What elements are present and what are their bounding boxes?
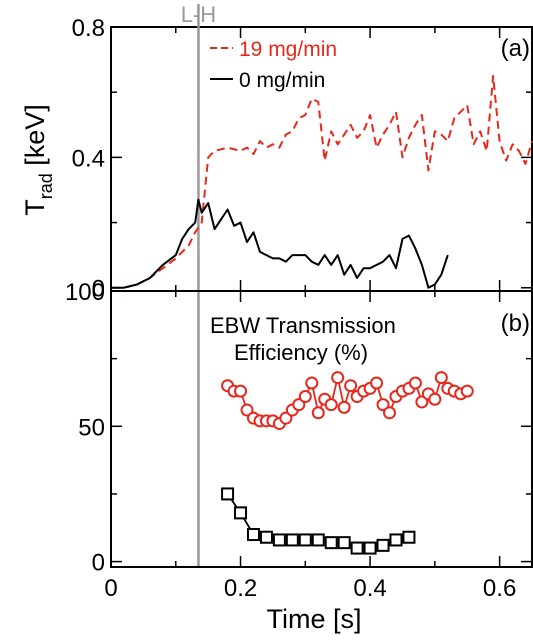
efficiency-point-0mg bbox=[234, 506, 248, 520]
panel-b-ytick-label: 50 bbox=[78, 414, 105, 441]
efficiency-point-19mg bbox=[234, 384, 248, 398]
efficiency-point-0mg bbox=[272, 533, 286, 547]
panel-b-label: (b) bbox=[501, 310, 530, 337]
efficiency-point-19mg bbox=[376, 398, 390, 412]
annotation-line-2: Efficiency (%) bbox=[234, 340, 368, 365]
efficiency-point-19mg bbox=[370, 376, 384, 390]
panel-a-plot-area bbox=[111, 4, 533, 567]
panel-b-ytick-label: 0 bbox=[92, 550, 105, 577]
legend: 19 mg/min 0 mg/min bbox=[210, 38, 337, 92]
efficiency-point-0mg bbox=[389, 533, 403, 547]
panel-b-plot-area bbox=[221, 371, 474, 555]
x-axis-label: Time [s] bbox=[266, 604, 361, 634]
series-line-19mg bbox=[111, 74, 533, 289]
panel-a-ytick-label: 0.8 bbox=[72, 15, 105, 42]
efficiency-point-19mg bbox=[240, 403, 254, 417]
efficiency-point-0mg bbox=[221, 487, 235, 501]
legend-label-0mg: 0 mg/min bbox=[239, 69, 325, 92]
xtick-label: 0.2 bbox=[224, 575, 257, 602]
panel-a-label: (a) bbox=[501, 35, 530, 62]
annotation-line-1: EBW Transmission bbox=[210, 313, 396, 338]
efficiency-point-0mg bbox=[363, 541, 377, 555]
efficiency-point-19mg bbox=[408, 376, 422, 390]
legend-label-19mg: 19 mg/min bbox=[239, 38, 337, 61]
efficiency-point-19mg bbox=[331, 371, 345, 385]
efficiency-point-0mg bbox=[311, 533, 325, 547]
panel-b-ytick-label: 100 bbox=[65, 279, 105, 306]
efficiency-point-19mg bbox=[460, 384, 474, 398]
efficiency-point-0mg bbox=[246, 528, 260, 542]
xtick-label: 0 bbox=[104, 575, 117, 602]
panel-a-ytick-label: 0 bbox=[92, 276, 105, 303]
efficiency-point-19mg bbox=[434, 371, 448, 385]
panel-a-axis: 0 0.4 0.8 bbox=[72, 15, 532, 303]
xtick-label: 0.4 bbox=[353, 575, 386, 602]
panel-a-ylabel: Trad [keV] bbox=[20, 104, 56, 216]
panel-a-frame bbox=[110, 26, 533, 292]
efficiency-point-0mg bbox=[259, 530, 273, 544]
efficiency-point-19mg bbox=[305, 376, 319, 390]
panel-a-ytick-label: 0.4 bbox=[72, 145, 105, 172]
efficiency-point-19mg bbox=[337, 400, 351, 414]
efficiency-point-19mg bbox=[324, 398, 338, 412]
lh-transition-label: L-H bbox=[181, 2, 216, 27]
panel-a: 0 0.4 0.8 L-H (a) 19 mg/min 0 mg/min Trad … bbox=[20, 2, 533, 567]
efficiency-point-0mg bbox=[298, 533, 312, 547]
series-line-0mg bbox=[111, 198, 449, 289]
efficiency-point-19mg bbox=[383, 406, 397, 420]
efficiency-point-19mg bbox=[428, 392, 442, 406]
efficiency-point-0mg bbox=[376, 538, 390, 552]
efficiency-point-0mg bbox=[324, 536, 338, 550]
panel-b-axis: 0 0.2 0.4 0.6 0 50 100 bbox=[65, 279, 532, 602]
efficiency-point-0mg bbox=[402, 530, 416, 544]
efficiency-point-0mg bbox=[337, 536, 351, 550]
efficiency-point-19mg bbox=[279, 411, 293, 425]
efficiency-point-0mg bbox=[350, 541, 364, 555]
efficiency-point-19mg bbox=[415, 395, 429, 409]
xtick-label: 0.6 bbox=[483, 575, 516, 602]
efficiency-point-19mg bbox=[292, 398, 306, 412]
efficiency-point-19mg bbox=[311, 406, 325, 420]
efficiency-point-0mg bbox=[285, 533, 299, 547]
efficiency-point-19mg bbox=[344, 379, 358, 393]
panel-b-frame bbox=[110, 290, 533, 568]
panel-b: 0 0.2 0.4 0.6 0 50 100 (b) EBW Transmission Ef… bbox=[65, 279, 533, 634]
efficiency-point-19mg bbox=[298, 390, 312, 404]
